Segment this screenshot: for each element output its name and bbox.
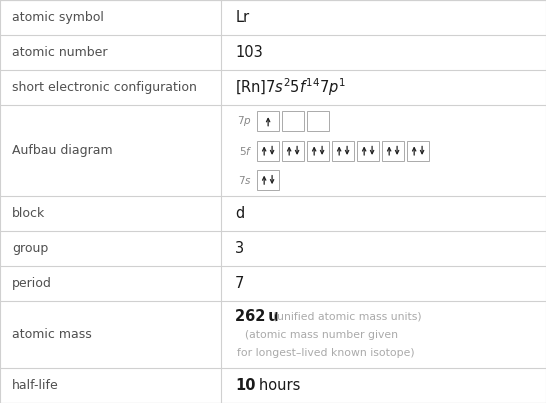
Text: Aufbau diagram: Aufbau diagram (12, 144, 112, 157)
Text: $7p$: $7p$ (238, 114, 252, 129)
Text: group: group (12, 242, 48, 256)
Text: 262 u: 262 u (235, 309, 279, 324)
Text: atomic symbol: atomic symbol (12, 11, 104, 24)
Text: atomic number: atomic number (12, 46, 108, 59)
Text: half-life: half-life (12, 379, 59, 392)
Text: (unified atomic mass units): (unified atomic mass units) (273, 311, 422, 321)
Bar (282, 112, 304, 131)
Bar (307, 112, 329, 131)
Text: d: d (235, 206, 245, 221)
Text: 3: 3 (235, 241, 244, 256)
Bar (307, 141, 329, 161)
Text: 7: 7 (235, 276, 245, 291)
Text: $5f$: $5f$ (239, 145, 252, 157)
Bar (407, 141, 429, 161)
Bar (382, 141, 404, 161)
Bar (257, 112, 279, 131)
Text: hours: hours (256, 378, 300, 393)
Text: block: block (12, 207, 45, 220)
Text: for longest–lived known isotope): for longest–lived known isotope) (237, 348, 415, 358)
Text: short electronic configuration: short electronic configuration (12, 81, 197, 94)
Bar (282, 141, 304, 161)
Text: (atomic mass number given: (atomic mass number given (245, 330, 398, 340)
Bar (357, 141, 379, 161)
Bar (332, 141, 354, 161)
Bar (257, 141, 279, 161)
Bar (257, 170, 279, 190)
Text: $7s$: $7s$ (239, 174, 252, 186)
Text: $\mathregular{[Rn]7}s^{2}\mathregular{5}f^{14}\mathregular{7}p^{1}$: $\mathregular{[Rn]7}s^{2}\mathregular{5}… (235, 77, 346, 98)
Text: 103: 103 (235, 45, 263, 60)
Text: atomic mass: atomic mass (12, 328, 92, 341)
Text: period: period (12, 277, 52, 291)
Text: 10: 10 (235, 378, 256, 393)
Text: Lr: Lr (235, 10, 250, 25)
